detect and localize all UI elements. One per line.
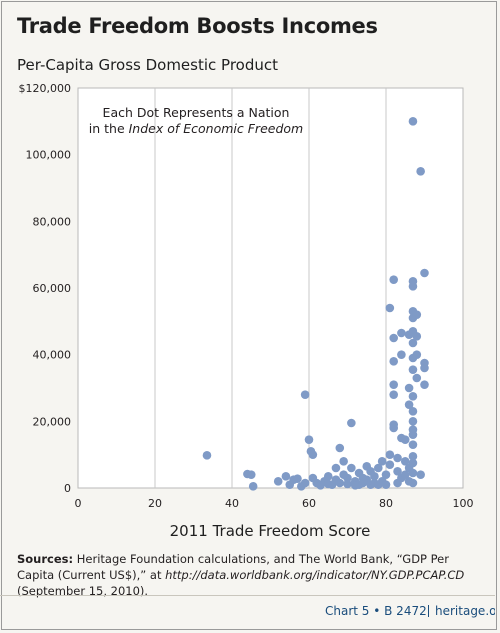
data-point bbox=[397, 328, 406, 338]
annotation-line-2: in the Index of Economic Freedom bbox=[89, 121, 303, 136]
data-point bbox=[400, 470, 410, 479]
data-point bbox=[420, 380, 429, 389]
data-point bbox=[389, 390, 399, 399]
data-point bbox=[412, 350, 422, 359]
data-point bbox=[397, 350, 406, 359]
data-point bbox=[248, 482, 258, 491]
y-tick-label: 20,000 bbox=[33, 415, 72, 428]
grid-lines bbox=[154, 88, 387, 488]
sources-label: Sources: bbox=[17, 552, 74, 566]
x-tick-label: 60 bbox=[302, 497, 316, 510]
data-point bbox=[331, 463, 341, 473]
sources-text-before: Heritage Foundation calculations, and Th… bbox=[17, 552, 449, 582]
footer-divider bbox=[428, 605, 429, 617]
data-point bbox=[404, 383, 414, 393]
data-point bbox=[389, 423, 399, 433]
data-point bbox=[389, 275, 399, 284]
data-point bbox=[385, 303, 395, 313]
data-point bbox=[408, 392, 418, 401]
data-point bbox=[300, 390, 310, 399]
sources-note: Sources: Heritage Foundation calculation… bbox=[17, 551, 487, 599]
data-point bbox=[389, 380, 399, 389]
data-point bbox=[308, 450, 318, 459]
data-point bbox=[408, 452, 418, 461]
data-point bbox=[404, 400, 414, 409]
x-tick-labels: 0 20 40 60 80 100 bbox=[75, 497, 474, 510]
data-point bbox=[377, 457, 387, 466]
data-point bbox=[293, 474, 302, 483]
data-point bbox=[408, 417, 418, 426]
data-point bbox=[347, 463, 356, 473]
data-point bbox=[416, 167, 425, 176]
data-point bbox=[408, 440, 418, 449]
data-point bbox=[385, 450, 395, 459]
data-point bbox=[202, 451, 212, 460]
data-point bbox=[393, 467, 402, 476]
x-tick-label: 100 bbox=[453, 497, 474, 510]
data-point bbox=[408, 365, 418, 374]
sources-text-after: (September 15, 2010). bbox=[17, 584, 149, 598]
x-tick-label: 0 bbox=[75, 497, 82, 510]
y-tick-label: 60,000 bbox=[33, 282, 72, 295]
data-point bbox=[412, 310, 422, 319]
data-point bbox=[335, 443, 345, 453]
data-point bbox=[416, 470, 425, 479]
data-points bbox=[202, 117, 429, 491]
footer-credit: Chart 5 • B 2472 heritage.org bbox=[325, 604, 495, 618]
chart-subtitle: Per-Capita Gross Domestic Product bbox=[17, 56, 278, 74]
data-point bbox=[408, 430, 418, 439]
data-point bbox=[246, 470, 256, 479]
site-link[interactable]: heritage.org bbox=[435, 604, 495, 618]
data-point bbox=[370, 472, 379, 481]
sources-url: http://data.worldbank.org/indicator/NY.G… bbox=[165, 568, 465, 582]
data-point bbox=[339, 457, 348, 466]
chart-number: Chart 5 • B 2472 bbox=[325, 604, 427, 618]
y-tick-label: 40,000 bbox=[33, 349, 72, 362]
y-tick-label: 80,000 bbox=[33, 215, 72, 228]
data-point bbox=[304, 435, 314, 444]
data-point bbox=[408, 458, 418, 468]
data-point bbox=[323, 472, 333, 481]
data-point bbox=[393, 453, 402, 463]
data-point bbox=[420, 268, 429, 278]
x-tick-label: 80 bbox=[379, 497, 393, 510]
data-point bbox=[408, 468, 418, 478]
chart-title: Trade Freedom Boosts Incomes bbox=[17, 14, 378, 38]
data-point bbox=[408, 338, 418, 348]
data-point bbox=[347, 418, 356, 428]
data-point bbox=[335, 478, 345, 488]
data-point bbox=[273, 477, 283, 486]
data-point bbox=[400, 435, 410, 444]
data-point bbox=[389, 357, 399, 366]
data-point bbox=[343, 479, 352, 489]
data-point bbox=[300, 478, 310, 488]
x-tick-label: 20 bbox=[148, 497, 162, 510]
plot-area bbox=[77, 87, 464, 489]
x-axis-label: 2011 Trade Freedom Score bbox=[169, 522, 371, 540]
data-point bbox=[385, 460, 395, 469]
data-point bbox=[374, 463, 383, 473]
x-tick-label: 40 bbox=[225, 497, 239, 510]
data-point bbox=[408, 478, 418, 488]
y-tick-labels: 0 20,000 40,000 60,000 80,000 100,000 $120,000 bbox=[19, 82, 72, 495]
data-point bbox=[389, 333, 399, 343]
data-point bbox=[420, 363, 429, 373]
data-point bbox=[381, 480, 391, 489]
y-tick-label: $120,000 bbox=[19, 82, 72, 95]
data-point bbox=[408, 282, 418, 291]
data-point bbox=[408, 117, 418, 126]
data-point bbox=[412, 332, 422, 341]
data-point bbox=[408, 407, 418, 416]
annotation-line-1: Each Dot Represents a Nation bbox=[103, 105, 290, 120]
data-point bbox=[281, 472, 291, 481]
data-point bbox=[412, 373, 422, 383]
y-tick-label: 100,000 bbox=[26, 149, 72, 162]
data-point bbox=[381, 470, 391, 479]
data-point bbox=[343, 473, 352, 483]
data-point bbox=[400, 457, 410, 466]
y-tick-label: 0 bbox=[64, 482, 71, 495]
footer: Chart 5 • B 2472 heritage.org bbox=[0, 595, 495, 626]
